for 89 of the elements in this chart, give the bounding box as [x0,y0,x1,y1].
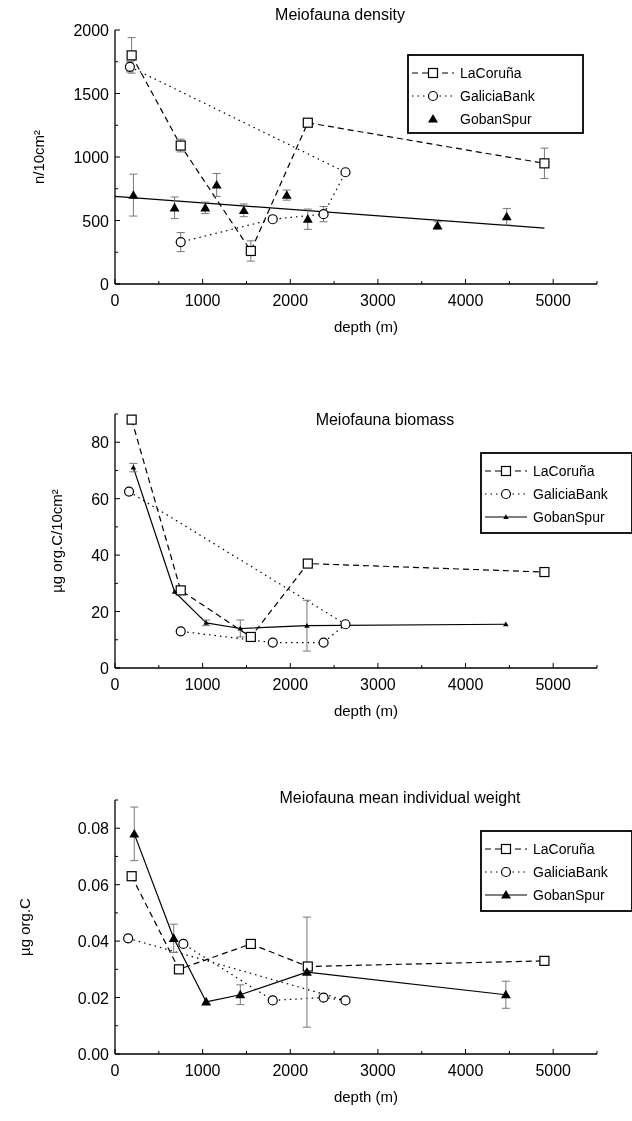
x-tick-label: 4000 [447,676,484,693]
x-tick-label: 5000 [535,676,572,693]
point [318,637,329,648]
chart-title: Meiofauna density [275,6,405,23]
point [128,190,139,199]
point [168,933,179,942]
point [123,933,134,944]
point [304,622,310,628]
y-tick-label: 500 [82,212,110,230]
point [340,995,351,1006]
y-tick-label: 0.08 [77,820,110,838]
x-tick-label: 4000 [447,292,484,309]
point [539,566,550,578]
point [302,961,313,972]
y-tick-label: 0 [100,660,110,677]
y-tick-label: 0.04 [77,933,110,951]
point [501,211,512,221]
point [539,955,550,966]
x-tick-label: 3000 [360,292,396,309]
y-tick-label: 2000 [73,22,110,39]
y-tick-label: 0 [100,276,110,293]
x-tick-label: 5000 [535,292,572,309]
y-tick-label: 1000 [73,149,110,166]
point [302,558,313,569]
y-tick-label: 0.02 [77,989,110,1007]
point [235,989,246,999]
point [238,205,249,214]
point [267,214,278,225]
y-tick-label: 0.00 [77,1046,110,1063]
point [211,179,222,189]
point [171,589,178,594]
legend-label: GobanSpur [533,509,605,525]
y-axis-title: µg org.C/10cm² [48,489,65,593]
x-tick-label: 1000 [184,1062,221,1079]
x-tick-label: 2000 [272,1062,309,1079]
point [302,117,313,128]
point [175,585,186,596]
point [245,631,256,643]
point [302,214,313,223]
y-tick-label: 80 [91,434,110,452]
legend-label: GaliciaBank [460,88,536,104]
point [126,414,137,425]
legend-label: GaliciaBank [533,864,609,880]
point [539,158,550,169]
y-axis-title: µg org.C [16,897,33,956]
y-axis-title: n/10cm² [30,129,47,185]
y-tick-label: 40 [91,547,110,565]
x-tick-label: 1000 [184,292,221,309]
point [178,938,189,950]
point [126,50,137,61]
x-tick-label: 3000 [360,676,396,693]
chart-title: Meiofauna biomass [315,411,455,428]
legend-label: GaliciaBank [533,486,609,502]
chart-title: Meiofauna mean individual weight [279,789,522,806]
point [500,989,511,999]
point [175,236,186,248]
point [169,202,180,212]
point [123,486,135,497]
point [126,871,137,882]
legend-label: LaCoruña [533,841,595,857]
legend-label: LaCoruña [533,463,595,479]
point [245,245,256,257]
y-tick-label: 20 [91,603,110,621]
y-tick-label: 1500 [73,85,110,103]
x-tick-label: 1000 [184,676,221,693]
x-axis-title: depth (m) [333,702,399,719]
point [129,828,140,838]
legend-label: GobanSpur [460,111,532,127]
point [340,167,351,178]
point [201,996,212,1006]
point [175,626,186,637]
point [245,938,256,950]
x-axis-title: depth (m) [333,1088,399,1105]
point [267,637,278,648]
x-tick-label: 5000 [535,1062,572,1079]
y-tick-label: 0.06 [77,876,110,894]
point [301,967,312,976]
point [340,619,351,630]
x-axis-title: depth (m) [333,318,399,335]
x-tick-label: 2000 [272,292,309,309]
x-tick-label: 3000 [360,1062,396,1079]
point [318,992,329,1003]
x-tick-label: 2000 [272,676,309,693]
legend-label: GobanSpur [533,887,605,903]
x-tick-label: 4000 [447,1062,484,1079]
legend-label: LaCoruña [460,65,522,81]
point [267,995,278,1006]
point [173,964,185,975]
y-tick-label: 60 [91,490,110,508]
